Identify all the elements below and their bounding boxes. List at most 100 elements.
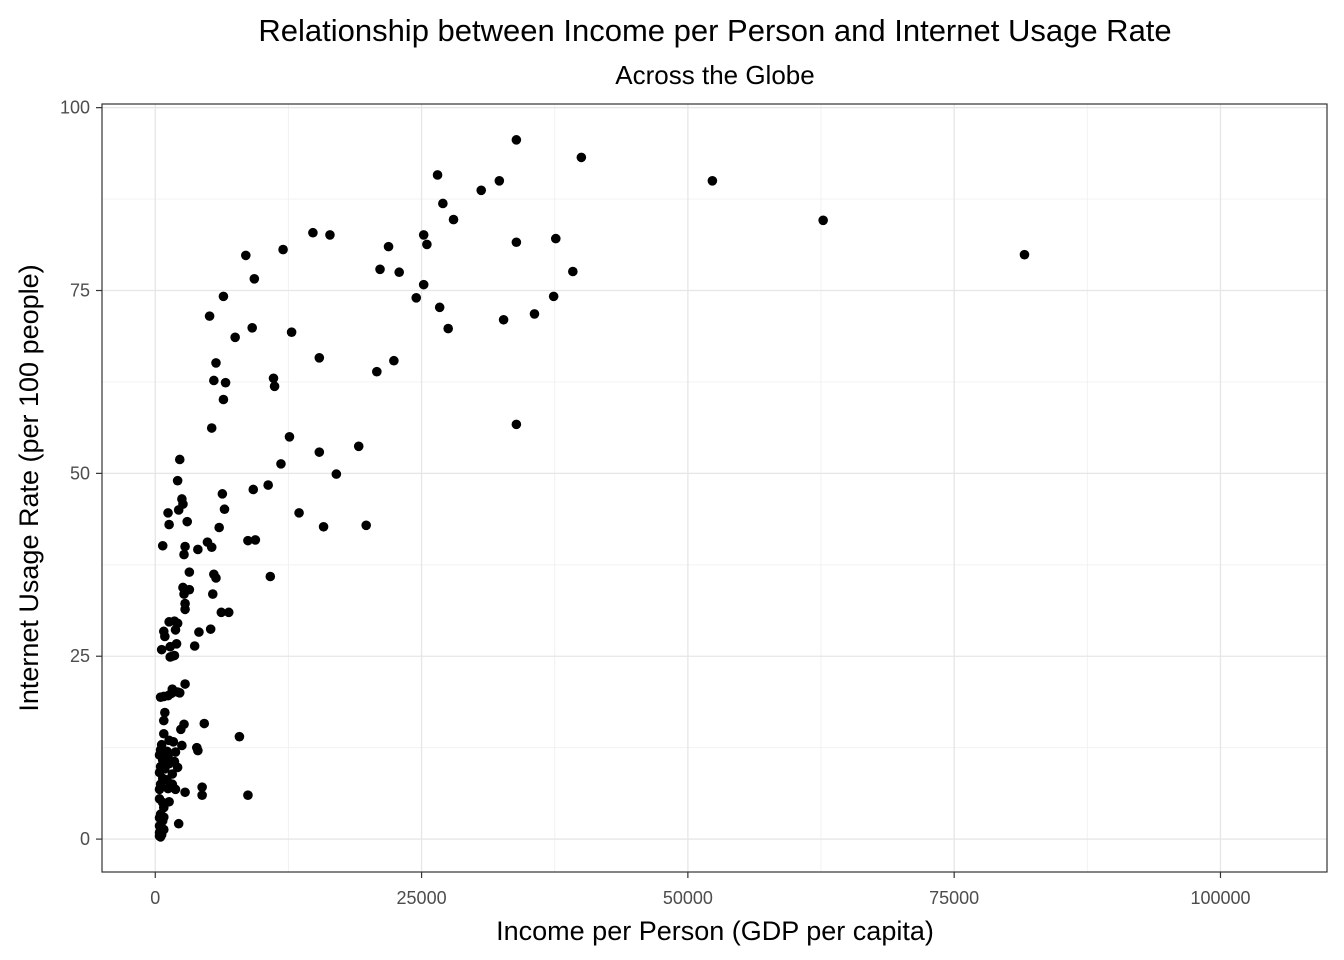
data-point [170,784,181,795]
data-point [268,373,279,384]
data-point [170,747,181,757]
data-point [476,185,487,196]
data-point [165,641,175,652]
data-point [318,521,329,532]
data-point [168,737,179,747]
data-point [177,740,187,751]
grid-minor [102,104,1327,872]
data-point [1019,249,1030,260]
x-tick-label: 25000 [397,888,447,908]
data-point [247,323,257,333]
data-point [249,274,260,284]
data-point [418,230,429,240]
data-point [250,535,261,545]
data-point [511,419,522,430]
data-point [372,366,382,377]
data-point [294,508,304,518]
data-point [211,573,221,583]
data-point [219,504,230,515]
data-point [154,784,165,795]
data-point [438,198,448,209]
data-point [276,459,286,469]
data-point [375,264,385,275]
data-point [314,447,325,457]
data-point [179,589,189,599]
data-point [550,233,561,244]
data-point [209,375,219,386]
data-point [199,718,210,729]
data-point [241,250,251,261]
data-point [529,309,540,319]
y-tick-label: 100 [60,98,90,118]
data-point [707,176,718,186]
data-point [498,314,509,325]
data-point [216,607,227,618]
data-point [204,311,215,321]
data-point [243,790,253,800]
x-axis-ticks: 0 25000 50000 75000 100000 [150,872,1251,908]
data-point [331,469,342,479]
x-tick-label: 0 [150,888,160,908]
data-point [243,535,253,546]
data-point [156,644,167,655]
data-point [158,728,169,739]
data-point [448,214,459,225]
y-axis-title: Internet Usage Rate (per 100 people) [14,264,44,711]
data-point [173,505,184,515]
data-point [170,625,181,635]
data-point [206,423,217,433]
data-point [158,691,169,702]
data-point [361,520,371,531]
data-point [155,832,166,842]
x-axis-title: Income per Person (GDP per capita) [496,916,934,946]
data-point [248,484,259,495]
y-tick-label: 75 [70,281,90,301]
data-point [422,239,432,250]
plot-border [101,103,1328,873]
data-point [173,818,184,829]
data-point [205,624,216,634]
data-point [180,604,190,615]
data-point [184,567,195,577]
data-point [443,323,453,334]
data-point [394,267,404,278]
data-point [169,650,180,661]
data-point [265,571,276,582]
x-tick-label: 100000 [1190,888,1250,908]
chart-subtitle: Across the Globe [615,60,814,90]
plot-panel [102,104,1327,872]
data-point [217,489,228,499]
data-point [211,358,221,368]
y-tick-label: 50 [70,463,90,483]
data-points [154,135,1030,842]
data-point [194,627,204,637]
data-point [157,540,168,551]
data-point [223,607,234,618]
grid-major [102,104,1327,872]
data-point [180,541,190,552]
data-point [180,679,190,689]
data-point [180,787,190,798]
data-point [234,731,245,742]
data-point [193,745,203,756]
data-point [418,279,429,290]
data-point [218,291,229,302]
y-tick-label: 25 [70,646,90,666]
data-point [389,355,399,366]
data-point [158,715,169,726]
data-point [548,291,559,302]
data-point [207,589,218,599]
data-point [230,332,240,343]
data-point [220,377,231,388]
data-point [353,441,364,452]
data-point [284,432,295,442]
data-point [432,170,443,180]
y-axis-ticks: 0 25 50 75 100 [60,98,102,849]
y-tick-label: 0 [80,829,90,849]
data-point [160,707,170,718]
data-point [434,302,445,313]
data-point [383,241,394,252]
data-point [325,230,335,240]
data-point [218,394,229,405]
